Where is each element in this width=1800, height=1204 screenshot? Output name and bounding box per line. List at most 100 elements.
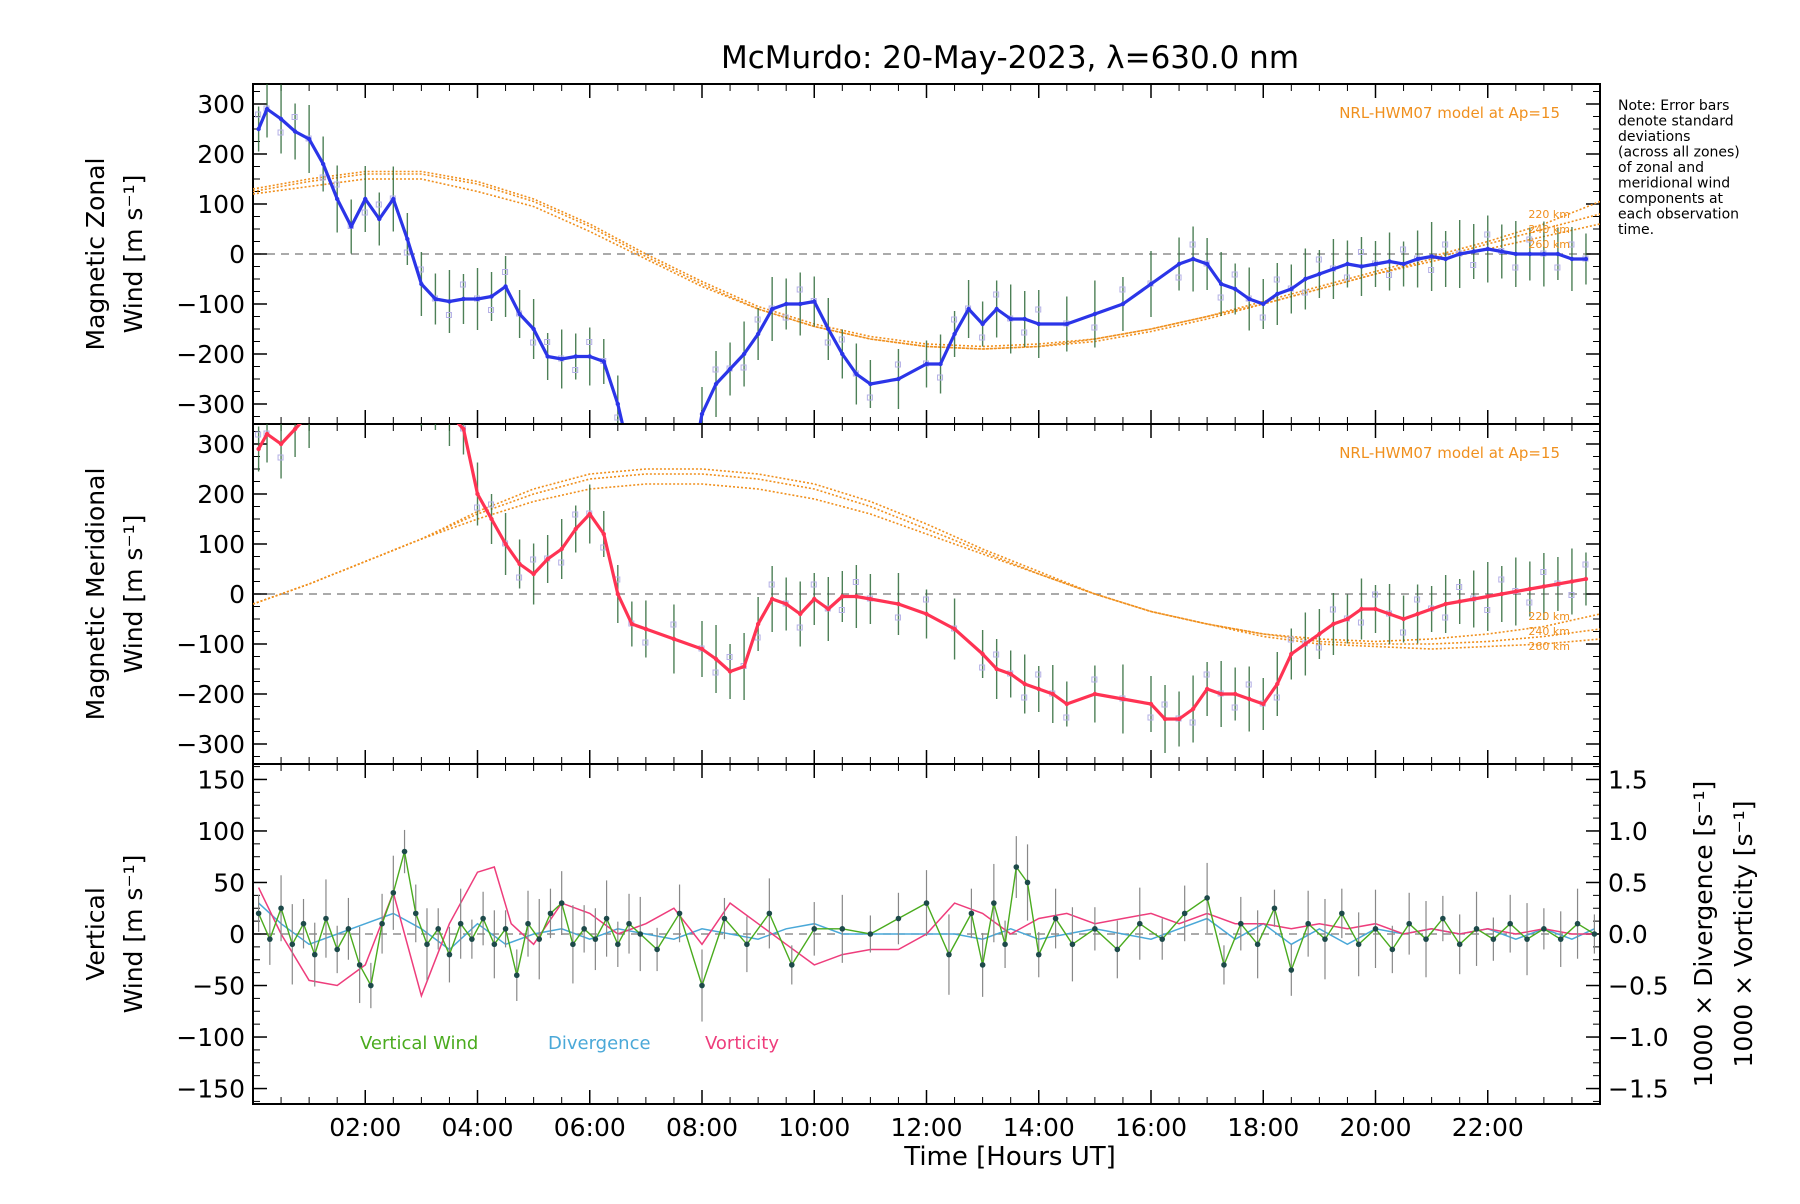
vertical-wind-point xyxy=(469,936,475,942)
vertical-wind-point xyxy=(1406,920,1412,927)
main-series-point xyxy=(601,359,606,364)
main-series-point xyxy=(573,354,578,359)
zone-marker xyxy=(951,316,958,323)
main-series-point xyxy=(1485,246,1490,252)
zone-marker xyxy=(1400,246,1407,253)
main-series-point xyxy=(1443,601,1448,607)
main-series-point xyxy=(699,411,705,417)
vertical-wind-point xyxy=(1389,946,1396,953)
note-line: meridional wind xyxy=(1618,176,1730,192)
main-series-point xyxy=(755,621,761,627)
vertical-wind-point xyxy=(1473,926,1480,932)
vorticity-line xyxy=(257,866,1595,999)
y-tick-label: −200 xyxy=(176,340,245,369)
main-series-point xyxy=(1583,256,1589,262)
zone-marker xyxy=(277,129,284,136)
vertical-wind-point xyxy=(300,920,307,927)
panel-meridional: −300 −200 −100 0 100 200 300 Magnetic Meridiona… xyxy=(81,423,1601,765)
y-tick-label: −100 xyxy=(176,290,245,319)
note-line: (across all zones) xyxy=(1618,145,1740,161)
main-series-point xyxy=(320,161,326,167)
zone-marker xyxy=(754,316,761,323)
vertical-wind-point xyxy=(1355,941,1362,948)
note-line: components at xyxy=(1618,191,1724,207)
zone-marker xyxy=(979,664,986,671)
main-series-point xyxy=(699,646,705,652)
zone-marker xyxy=(852,579,859,585)
main-series-point xyxy=(461,426,466,432)
main-series-point xyxy=(994,306,999,312)
main-series-point xyxy=(1513,589,1519,594)
zone-marker xyxy=(1315,256,1322,263)
main-series-point xyxy=(1036,686,1041,692)
zone-marker xyxy=(1189,719,1196,726)
main-series-point xyxy=(264,431,270,437)
vertical-wind-point xyxy=(581,926,587,932)
main-series-point xyxy=(1261,301,1266,307)
vertical-wind-point xyxy=(1541,926,1547,932)
vertical-wind-point xyxy=(311,951,318,958)
zone-marker xyxy=(1329,606,1336,613)
zone-marker xyxy=(838,336,845,343)
zone-marker xyxy=(1091,676,1098,683)
main-series-point xyxy=(840,594,845,599)
main-series-point xyxy=(1387,611,1392,617)
main-series-point xyxy=(615,401,621,407)
zone-marker xyxy=(1484,607,1491,613)
main-series-point xyxy=(1232,286,1238,292)
y-tick-label: 300 xyxy=(197,430,245,459)
zone-marker xyxy=(255,431,262,438)
vertical-wind-point xyxy=(1423,936,1429,942)
zone-marker xyxy=(530,556,537,563)
y-axis-label-line2: Wind [m s⁻¹] xyxy=(119,515,148,674)
main-series-point xyxy=(1331,266,1336,272)
main-series-point xyxy=(755,331,761,337)
zone-marker xyxy=(1442,241,1449,248)
main-series-point xyxy=(587,511,592,517)
vertical-wind-point xyxy=(1013,864,1020,870)
zone-marker xyxy=(979,334,986,341)
main-series-point xyxy=(1471,596,1476,602)
main-series-point xyxy=(798,301,803,307)
zone-marker xyxy=(1568,241,1575,248)
y-tick-label: 150 xyxy=(197,765,245,794)
legend-vorticity: Vorticity xyxy=(705,1033,779,1054)
main-series-point xyxy=(264,106,270,112)
main-series-point xyxy=(1569,579,1575,584)
main-series-point xyxy=(812,596,817,602)
main-series-point xyxy=(292,426,298,432)
zone-marker xyxy=(1273,694,1280,701)
main-series-point xyxy=(1499,591,1504,597)
vertical-wind-point xyxy=(766,910,773,917)
zone-marker xyxy=(1386,272,1393,278)
zone-marker xyxy=(1063,714,1070,721)
zone-marker xyxy=(544,339,551,345)
vertical-wind-point xyxy=(1524,936,1530,942)
main-series-point xyxy=(1527,251,1533,257)
main-series-point xyxy=(1373,261,1378,267)
main-series-point xyxy=(783,601,789,607)
vertical-wind-point xyxy=(502,926,509,932)
y-tick-label: −200 xyxy=(176,680,245,709)
vertical-wind-point xyxy=(356,962,363,968)
zone-marker xyxy=(459,281,466,288)
zone-marker xyxy=(838,607,845,613)
main-series-point xyxy=(1218,691,1224,697)
main-series-point xyxy=(1513,251,1519,257)
model-altitude-label: 220 km xyxy=(1528,610,1570,623)
main-series-point xyxy=(363,196,368,202)
main-series-point xyxy=(517,311,522,317)
vertical-wind-point xyxy=(1052,915,1059,922)
vertical-wind-line xyxy=(257,851,1595,988)
main-series-point xyxy=(447,299,452,304)
main-series-point xyxy=(994,666,999,672)
main-series-point xyxy=(1247,696,1252,702)
zone-marker xyxy=(1189,241,1196,248)
main-series-point xyxy=(433,296,438,302)
vertical-wind-point xyxy=(968,910,975,917)
right-y-tick-label: −1.0 xyxy=(1608,1023,1669,1052)
main-series-point xyxy=(1176,716,1182,722)
vertical-wind-point xyxy=(592,936,599,942)
main-series-point xyxy=(854,594,859,599)
zone-marker xyxy=(642,639,649,646)
